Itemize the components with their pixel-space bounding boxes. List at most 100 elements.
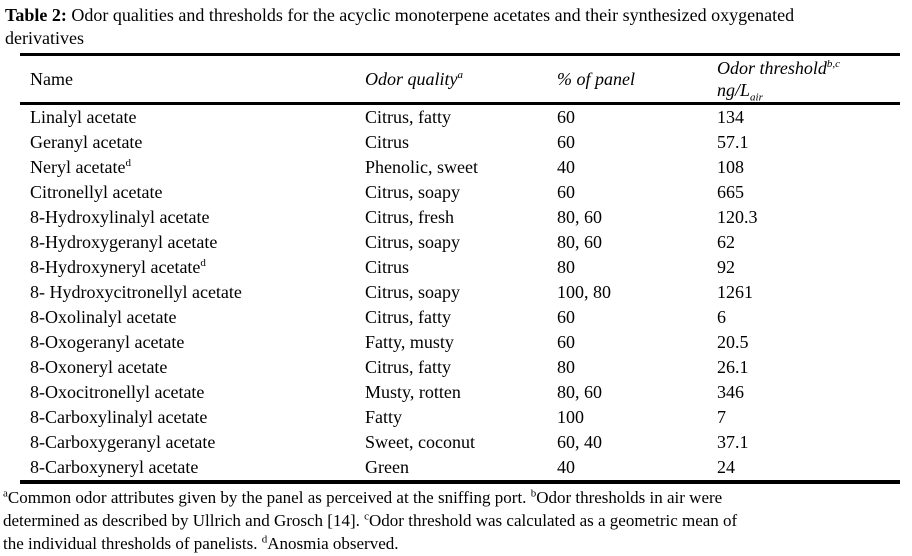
odor-quality-cell: Fatty [365, 407, 403, 427]
percent-of-panel-cell: 80 [557, 357, 575, 377]
column-header-odor-quality: Odor qualitya [365, 56, 557, 102]
table-header: Name Odor qualitya % of panel Odor thres… [20, 56, 900, 105]
odor-quality-cell: Citrus [365, 257, 410, 277]
percent-of-panel-cell: 40 [557, 157, 575, 177]
odor-threshold-cell: 37.1 [717, 432, 749, 452]
name-cell: 8- Hydroxycitronellyl acetate [30, 282, 242, 302]
column-header-odor-threshold-unit: ng/Lair [717, 80, 763, 104]
percent-of-panel-cell: 80 [557, 257, 575, 277]
name-cell: 8-Carboxylinalyl acetate [30, 407, 208, 427]
table-row: 8- Hydroxycitronellyl acetate Citrus, soa… [20, 280, 900, 305]
column-header-odor-quality-label: Odor quality [365, 68, 458, 89]
column-header-name: Name [20, 56, 365, 102]
table-row: 8-Oxolinalyl acetate Citrus, fatty 60 6 [20, 305, 900, 330]
name-cell: 8-Carboxygeranyl acetate [30, 432, 216, 452]
odor-quality-cell: Fatty, musty [365, 332, 454, 352]
table-row: 8-Oxogeranyl acetate Fatty, musty 60 20.5 [20, 330, 900, 355]
odor-quality-cell: Musty, rotten [365, 382, 461, 402]
table-caption: Table 2: Odor qualities and thresholds f… [5, 4, 907, 50]
column-header-odor-threshold: Odor thresholdb,c ng/Lair [717, 56, 900, 104]
row-footnote-marker: d [125, 157, 131, 169]
footnote-marker: b [530, 487, 537, 500]
footnote-marker: c [364, 510, 370, 523]
odor-threshold-cell: 24 [717, 457, 735, 477]
odor-quality-cell: Citrus, soapy [365, 182, 461, 202]
percent-of-panel-cell: 100, 80 [557, 282, 611, 302]
name-cell: 8-Oxolinalyl acetate [30, 307, 177, 327]
odor-threshold-cell: 108 [717, 157, 744, 177]
footnote-text: the individual thresholds of panelists. [3, 534, 262, 553]
name-cell: Geranyl acetate [30, 132, 143, 152]
footnote-text: Odor threshold was calculated as a geome… [369, 511, 738, 530]
odor-quality-cell: Sweet, coconut [365, 432, 475, 452]
caption-line-2: derivatives [5, 28, 84, 48]
percent-of-panel-cell: 60 [557, 182, 575, 202]
column-header-name-label: Name [30, 68, 73, 89]
unit-subscript-air: air [750, 91, 763, 104]
footnote-text: Anosmia observed. [267, 534, 399, 553]
footnote-text: Common odor attributes given by the pane… [7, 488, 531, 507]
caption-text: Odor qualities and thresholds for the ac… [66, 5, 795, 25]
percent-of-panel-cell: 60 [557, 107, 575, 127]
odor-quality-cell: Citrus [365, 132, 410, 152]
odor-quality-cell: Citrus, soapy [365, 232, 461, 252]
table-row: 8-Carboxylinalyl acetate Fatty 100 7 [20, 405, 900, 430]
table-row: 8-Oxoneryl acetate Citrus, fatty 80 26.1 [20, 355, 900, 380]
table-body: Linalyl acetate Citrus, fatty 60 134 Geranyl… [20, 105, 900, 484]
percent-of-panel-cell: 80, 60 [557, 207, 602, 227]
percent-of-panel-cell: 80, 60 [557, 232, 602, 252]
table-row: 8-Hydroxylinalyl acetate Citrus, fresh 80,… [20, 205, 900, 230]
name-cell: Linalyl acetate [30, 107, 137, 127]
table-row: Linalyl acetate Citrus, fatty 60 134 [20, 105, 900, 130]
odor-threshold-cell: 120.3 [717, 207, 758, 227]
header-footnote-marker-bc: b,c [826, 58, 840, 70]
footnote-line: determined as described by Ullrich and G… [3, 509, 909, 532]
caption-label: Table 2: [5, 5, 67, 25]
footnote-marker: d [261, 533, 268, 546]
footnote-text: Odor thresholds in air were [536, 488, 723, 507]
table-row: Neryl acetated Phenolic, sweet 40 108 [20, 155, 900, 180]
odor-quality-cell: Citrus, fresh [365, 207, 454, 227]
footnote-line: the individual thresholds of panelists. … [3, 532, 909, 555]
odor-quality-cell: Citrus, soapy [365, 282, 461, 302]
odor-threshold-cell: 57.1 [717, 132, 749, 152]
percent-of-panel-cell: 100 [557, 407, 584, 427]
caption-line-1: Table 2: Odor qualities and thresholds f… [5, 4, 907, 27]
odor-threshold-cell: 7 [717, 407, 726, 427]
odor-threshold-cell: 346 [717, 382, 744, 402]
name-cell: 8-Oxogeranyl acetate [30, 332, 185, 352]
table-row: 8-Hydroxyneryl acetated Citrus 80 92 [20, 255, 900, 280]
odor-threshold-cell: 92 [717, 257, 735, 277]
odor-quality-cell: Citrus, fatty [365, 307, 451, 327]
odor-quality-cell: Citrus, fatty [365, 107, 451, 127]
name-cell: 8-Oxoneryl acetate [30, 357, 168, 377]
odor-quality-cell: Citrus, fatty [365, 357, 451, 377]
odor-threshold-cell: 134 [717, 107, 744, 127]
name-cell: Neryl acetated [30, 157, 131, 177]
footnote-line: aCommon odor attributes given by the pan… [3, 486, 909, 509]
odor-threshold-cell: 62 [717, 232, 735, 252]
percent-of-panel-cell: 60 [557, 332, 575, 352]
footnote-text: determined as described by Ullrich and G… [3, 511, 365, 530]
odor-threshold-cell: 26.1 [717, 357, 749, 377]
percent-of-panel-cell: 60, 40 [557, 432, 602, 452]
table-row: 8-Hydroxygeranyl acetate Citrus, soapy 80,… [20, 230, 900, 255]
name-cell: 8-Carboxyneryl acetate [30, 457, 199, 477]
footnote-marker: a [3, 487, 8, 500]
percent-of-panel-cell: 60 [557, 132, 575, 152]
odor-quality-cell: Green [365, 457, 409, 477]
percent-of-panel-cell: 40 [557, 457, 575, 477]
header-footnote-marker-a: a [457, 68, 464, 81]
odor-threshold-cell: 6 [717, 307, 726, 327]
table-row: Citronellyl acetate Citrus, soapy 60 665 [20, 180, 900, 205]
name-cell: 8-Oxocitronellyl acetate [30, 382, 205, 402]
column-header-percent-of-panel: % of panel [557, 56, 717, 102]
odor-threshold-cell: 1261 [717, 282, 753, 302]
table-row: 8-Oxocitronellyl acetate Musty, rotten 80,… [20, 380, 900, 405]
name-cell: 8-Hydroxyneryl acetated [30, 257, 206, 277]
percent-of-panel-cell: 60 [557, 307, 575, 327]
odor-table: Name Odor qualitya % of panel Odor thres… [20, 53, 900, 484]
table-row: 8-Carboxygeranyl acetate Sweet, coconut 60… [20, 430, 900, 455]
table-row: 8-Carboxyneryl acetate Green 40 24 [20, 455, 900, 480]
